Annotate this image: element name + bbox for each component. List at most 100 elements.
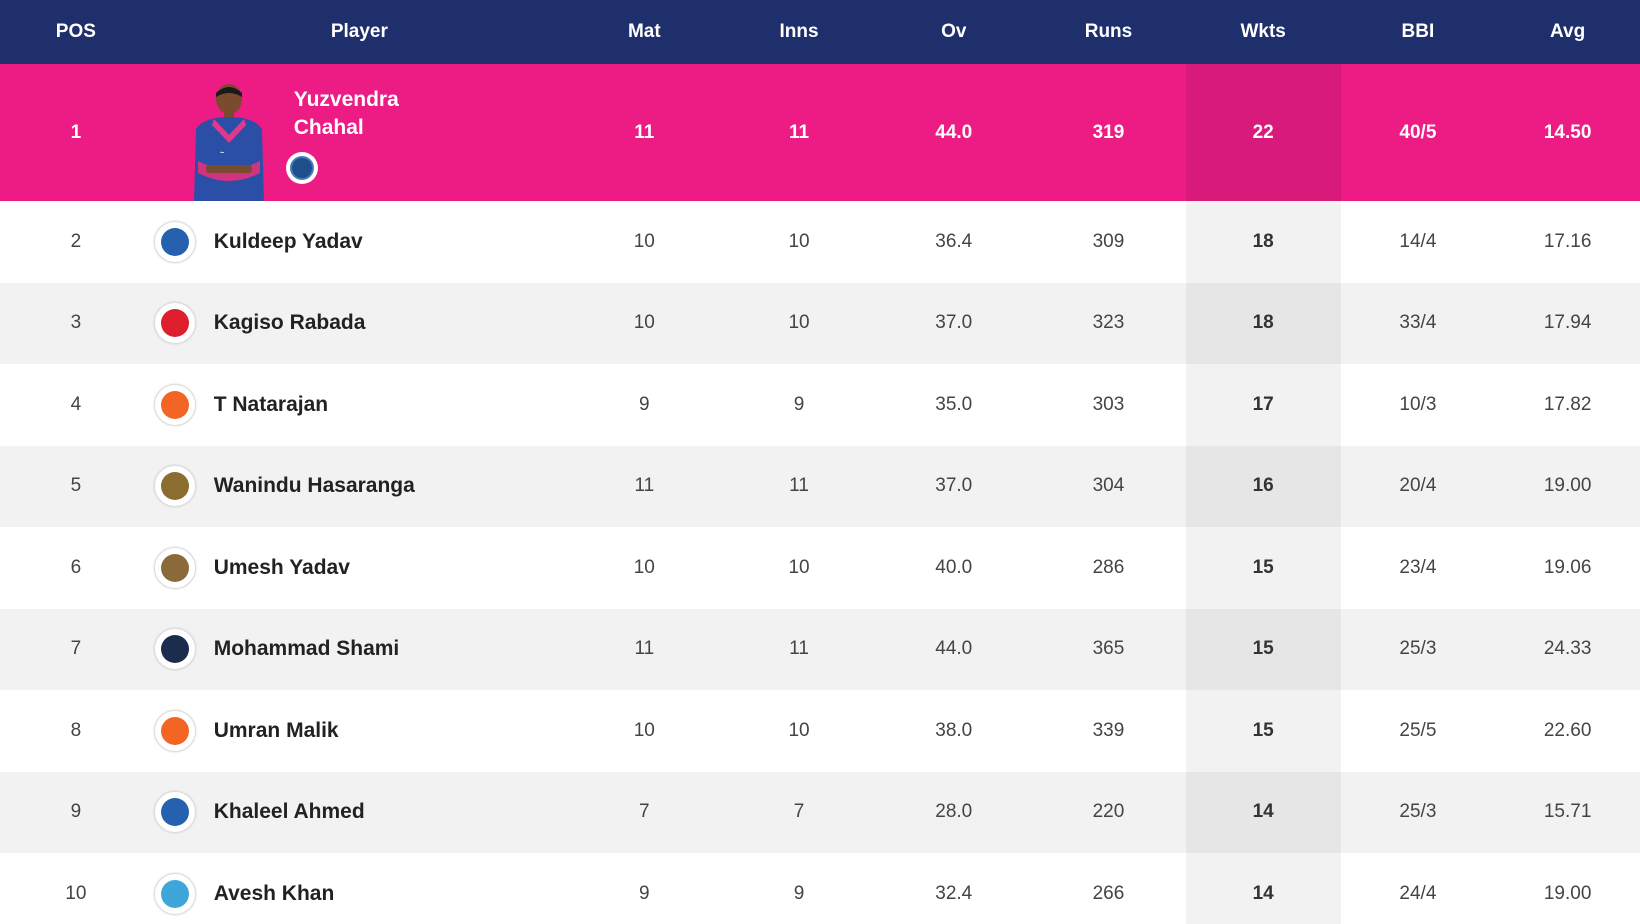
table-row[interactable]: 6 Umesh Yadav 10 10 40.0 286 15 23/4 19.… — [0, 527, 1640, 609]
cell-ov: 32.4 — [935, 882, 973, 904]
row-pos: 5 — [70, 475, 82, 497]
player-cell: T Natarajan — [152, 383, 567, 426]
table-body: 2 Kuldeep Yadav 10 10 36.4 309 18 14/4 1… — [0, 201, 1640, 924]
leader-row[interactable]: 1 ~ Yuzvendra Chahal 11 11 4 — [0, 64, 1640, 201]
cell-ov: 37.0 — [935, 475, 973, 497]
cell-mat: 10 — [633, 556, 655, 578]
player-name[interactable]: Yuzvendra Chahal — [293, 88, 399, 139]
player-name[interactable]: Wanindu Hasaranga — [213, 474, 415, 498]
table-row[interactable]: 8 Umran Malik 10 10 38.0 339 15 25/5 22.… — [0, 690, 1640, 772]
cell-runs: 286 — [1092, 556, 1125, 578]
player-cell: Khaleel Ahmed — [152, 791, 567, 834]
player-cell: Avesh Khan — [152, 872, 567, 915]
cell-mat: 10 — [633, 312, 655, 334]
cell-avg: 17.94 — [1543, 312, 1592, 334]
cell-inns: 10 — [788, 556, 810, 578]
header-mat[interactable]: Mat — [627, 21, 661, 42]
cell-mat: 10 — [633, 719, 655, 741]
sunrisers-hyderabad-logo-icon — [153, 709, 196, 752]
table-row[interactable]: 3 Kagiso Rabada 10 10 37.0 323 18 33/4 1… — [0, 282, 1640, 364]
row-pos: 7 — [70, 638, 82, 660]
header-wkts[interactable]: Wkts — [1185, 0, 1341, 64]
cell-mat: 9 — [639, 393, 650, 415]
row-pos: 3 — [70, 312, 82, 334]
player-name[interactable]: Kagiso Rabada — [213, 311, 366, 335]
player-cell: Umran Malik — [152, 709, 567, 752]
cell-avg: 15.71 — [1543, 801, 1592, 823]
table-row[interactable]: 7 Mohammad Shami 11 11 44.0 365 15 25/3 … — [0, 608, 1640, 690]
delhi-capitals-logo-icon — [153, 220, 196, 263]
gujarat-titans-logo-icon — [153, 628, 196, 671]
player-name[interactable]: T Natarajan — [213, 392, 329, 416]
cell-mat: 9 — [639, 882, 650, 904]
header-avg[interactable]: Avg — [1550, 21, 1586, 42]
cell-ov: 37.0 — [935, 312, 973, 334]
cell-bbi: 14/4 — [1399, 230, 1437, 252]
kolkata-knight-riders-logo-icon — [153, 546, 196, 589]
player-cell: Kuldeep Yadav — [152, 220, 567, 263]
cell-ov: 40.0 — [935, 556, 973, 578]
cell-bbi: 40/5 — [1399, 121, 1437, 143]
player-name[interactable]: Mohammad Shami — [213, 637, 400, 661]
table-row[interactable]: 2 Kuldeep Yadav 10 10 36.4 309 18 14/4 1… — [0, 201, 1640, 283]
cell-inns: 11 — [789, 475, 809, 497]
royal-challengers-bangalore-logo-icon — [153, 465, 196, 508]
cell-inns: 11 — [788, 121, 810, 143]
player-cell: Umesh Yadav — [152, 546, 567, 589]
cell-avg: 17.82 — [1543, 393, 1592, 415]
cell-inns: 10 — [788, 719, 810, 741]
header-bbi[interactable]: BBI — [1401, 21, 1435, 42]
cell-avg: 19.00 — [1543, 882, 1592, 904]
cell-wkts: 15 — [1185, 608, 1341, 690]
cell-mat: 10 — [633, 230, 655, 252]
cell-wkts: 15 — [1185, 527, 1341, 609]
svg-text:~: ~ — [220, 150, 224, 157]
row-pos: 9 — [70, 801, 82, 823]
cell-avg: 22.60 — [1543, 719, 1592, 741]
player-name[interactable]: Umran Malik — [213, 718, 339, 742]
punjab-kings-logo-icon — [153, 302, 196, 345]
cell-ov: 44.0 — [935, 121, 973, 143]
cell-runs: 309 — [1092, 230, 1125, 252]
player-cell: Mohammad Shami — [152, 628, 567, 671]
row-pos: 4 — [70, 393, 82, 415]
header-inns[interactable]: Inns — [779, 21, 819, 42]
cell-avg: 24.33 — [1543, 638, 1592, 660]
cell-wkts: 14 — [1185, 853, 1341, 924]
row-pos: 2 — [70, 230, 82, 252]
player-photo: ~ — [184, 81, 274, 201]
cell-wkts: 14 — [1185, 771, 1341, 853]
player-name[interactable]: Khaleel Ahmed — [213, 800, 365, 824]
cell-inns: 9 — [793, 882, 805, 904]
table-row[interactable]: 4 T Natarajan 9 9 35.0 303 17 10/3 17.82 — [0, 364, 1640, 446]
cell-wkts: 18 — [1185, 282, 1341, 364]
lucknow-super-giants-logo-icon — [153, 872, 196, 915]
table-row[interactable]: 5 Wanindu Hasaranga 11 11 37.0 304 16 20… — [0, 445, 1640, 527]
player-name[interactable]: Kuldeep Yadav — [213, 229, 363, 253]
cell-bbi: 24/4 — [1399, 882, 1437, 904]
cell-runs: 266 — [1092, 882, 1125, 904]
cell-wkts: 15 — [1185, 690, 1341, 772]
cell-avg: 19.00 — [1543, 475, 1592, 497]
cell-runs: 323 — [1092, 312, 1125, 334]
header-runs[interactable]: Runs — [1084, 21, 1133, 42]
cell-bbi: 20/4 — [1399, 475, 1437, 497]
sunrisers-hyderabad-logo-icon — [153, 383, 196, 426]
player-name[interactable]: Umesh Yadav — [213, 555, 350, 579]
cell-wkts: 22 — [1185, 64, 1341, 201]
player-cell: ~ Yuzvendra Chahal — [152, 64, 567, 201]
table-row[interactable]: 10 Avesh Khan 9 9 32.4 266 14 24/4 19.00 — [0, 853, 1640, 924]
header-ov[interactable]: Ov — [941, 21, 967, 42]
cell-bbi: 10/3 — [1399, 393, 1437, 415]
cell-avg: 14.50 — [1543, 121, 1592, 143]
table-row[interactable]: 9 Khaleel Ahmed 7 7 28.0 220 14 25/3 15.… — [0, 771, 1640, 853]
player-name[interactable]: Avesh Khan — [213, 881, 335, 905]
cell-runs: 220 — [1092, 801, 1125, 823]
header-pos[interactable]: POS — [55, 21, 96, 42]
cell-ov: 44.0 — [935, 638, 973, 660]
delhi-capitals-logo-icon — [153, 791, 196, 834]
player-cell: Kagiso Rabada — [152, 302, 567, 345]
cell-bbi: 25/3 — [1399, 801, 1437, 823]
header-player[interactable]: Player — [330, 21, 388, 42]
